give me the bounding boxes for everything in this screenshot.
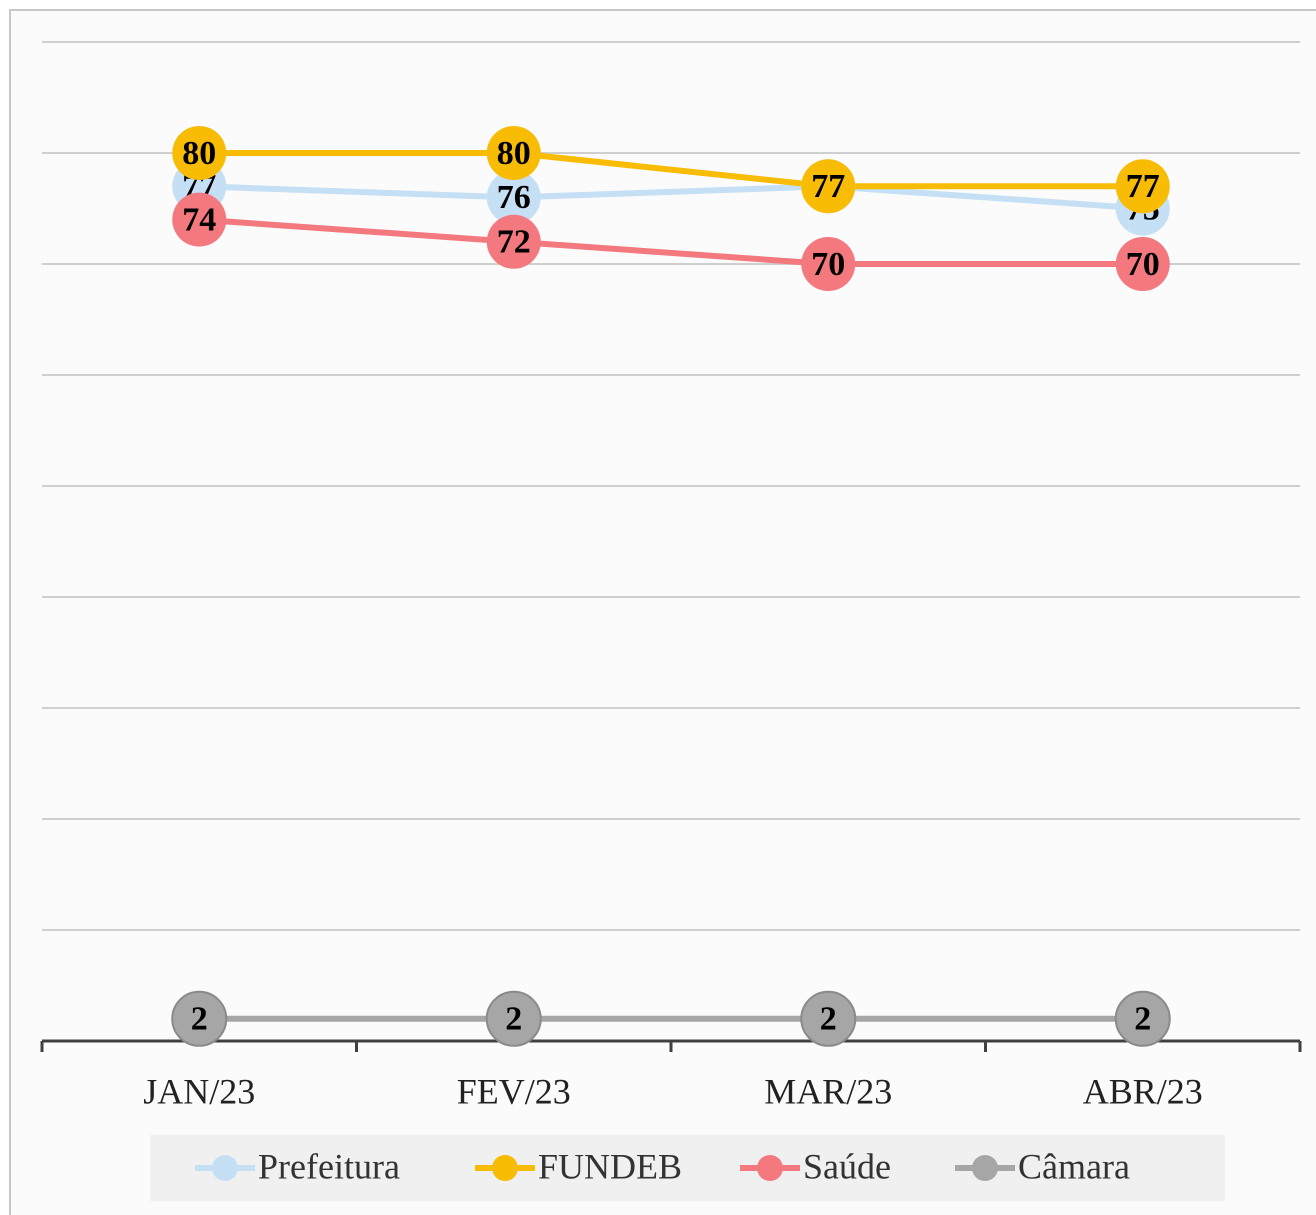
series-line <box>199 183 1143 212</box>
data-label: 76 <box>497 179 531 216</box>
point-marker <box>801 159 856 214</box>
series-line <box>199 216 1143 267</box>
data-label: 77 <box>1126 168 1160 205</box>
legend-marker <box>212 1155 238 1181</box>
legend-label: Saúde <box>803 1146 891 1186</box>
point-marker <box>801 237 856 291</box>
legend-marker <box>972 1155 998 1181</box>
point-marker <box>172 192 227 247</box>
data-label: 2 <box>191 1001 208 1038</box>
data-label: 70 <box>1126 246 1160 283</box>
x-tick-label: ABR/23 <box>1083 1071 1203 1111</box>
point-marker <box>1115 159 1170 214</box>
data-label: 2 <box>505 1001 522 1038</box>
data-label: 80 <box>182 135 216 172</box>
data-label: 70 <box>811 246 845 283</box>
point-marker <box>486 170 541 225</box>
data-label: 2 <box>1134 1001 1151 1038</box>
data-label: 72 <box>497 224 531 261</box>
point-marker <box>171 990 228 1047</box>
data-label: 2 <box>820 1001 837 1038</box>
data-label: 77 <box>811 168 845 205</box>
x-tick-label: FEV/23 <box>457 1071 571 1111</box>
data-label: 80 <box>497 135 531 172</box>
legend-box <box>150 1135 1225 1201</box>
legend-label: Prefeitura <box>258 1146 400 1186</box>
point-marker <box>486 126 541 180</box>
legend-label: Câmara <box>1018 1146 1130 1186</box>
x-tick-label: MAR/23 <box>764 1071 892 1111</box>
point-marker <box>486 214 541 269</box>
point-marker <box>1115 237 1170 291</box>
chart-frame <box>9 9 1316 1215</box>
series-line <box>199 150 1143 190</box>
legend-marker <box>492 1155 518 1181</box>
point-marker <box>1114 990 1171 1047</box>
point-marker <box>172 126 227 180</box>
point-marker <box>485 990 542 1047</box>
data-label: 74 <box>182 201 216 238</box>
legend-marker <box>757 1155 783 1181</box>
legend-label: FUNDEB <box>538 1146 682 1186</box>
x-tick-label: JAN/23 <box>143 1071 255 1111</box>
point-marker <box>800 990 857 1047</box>
